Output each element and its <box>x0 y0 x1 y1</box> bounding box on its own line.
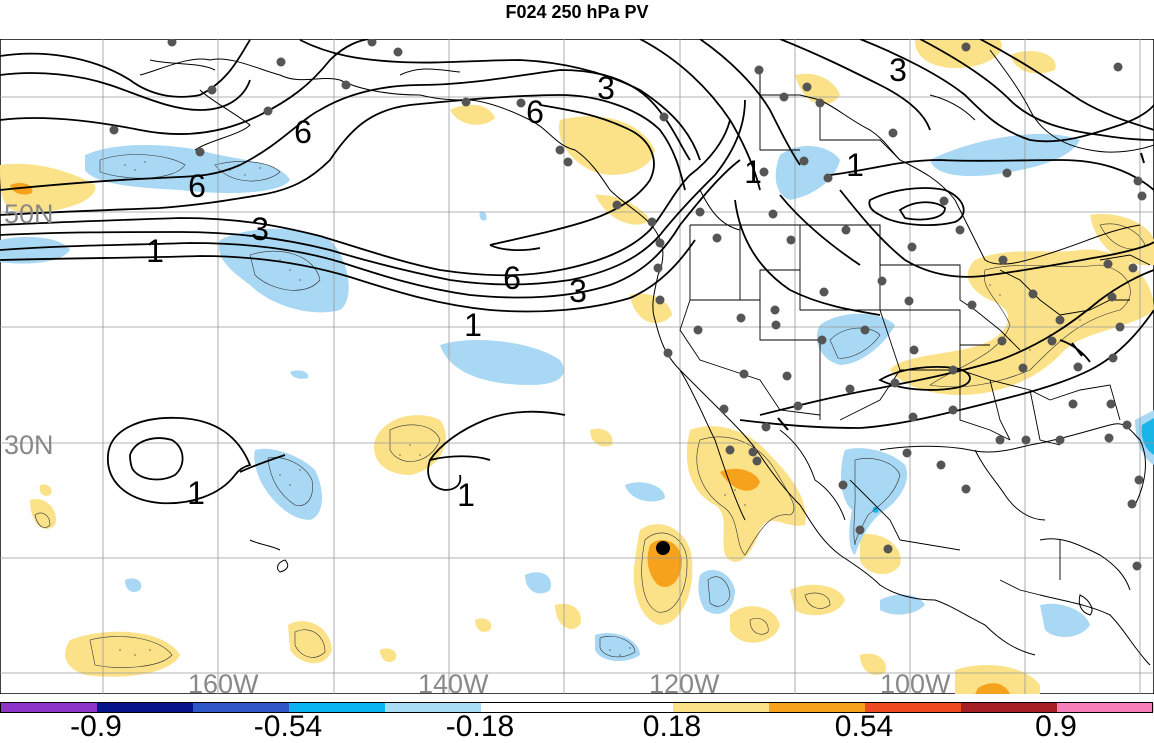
colorbar-label: -0.54 <box>253 710 323 743</box>
colorbar-segment <box>1057 703 1154 712</box>
contour-label: 3 <box>569 273 587 309</box>
contour-label: 1 <box>457 477 475 513</box>
pv-contours <box>0 39 1154 505</box>
map-axis-labels: 50N 30N 160W 140W 120W 100W <box>4 199 951 694</box>
colorbar-segment <box>577 703 674 712</box>
colorbar-segment <box>481 703 578 712</box>
contour-label: 6 <box>503 260 521 296</box>
region-outlines <box>34 154 1146 668</box>
contour-label: 1 <box>846 147 864 183</box>
contour-label: 6 <box>294 114 312 150</box>
colorbar-label: -0.9 <box>70 710 122 743</box>
negative-pv-regions <box>0 133 1154 662</box>
lon-label-140w: 140W <box>418 669 489 694</box>
colorbar-segment <box>865 703 962 712</box>
contour-label: 1 <box>464 307 482 343</box>
colorbar-segment <box>289 703 386 712</box>
strong-positive-pv-regions <box>10 182 1010 694</box>
contour-labels: 6 6 3 1 3 6 3 1 1 1 3 6 1 1 <box>146 52 907 513</box>
contour-label: 6 <box>526 94 544 130</box>
colorbar-segment <box>385 703 482 712</box>
lon-label-120w: 120W <box>649 669 720 694</box>
contour-label: 3 <box>597 70 615 106</box>
contour-label: 3 <box>889 52 907 88</box>
lat-label-30n: 30N <box>4 430 54 460</box>
chart-title: F024 250 hPa PV <box>505 2 649 22</box>
contour-label: 6 <box>188 168 206 204</box>
storm-center-marker <box>656 541 670 555</box>
contour-label: 1 <box>187 475 205 511</box>
station-markers <box>109 39 1147 571</box>
colorbar-segment <box>1 703 98 712</box>
colorbar-label: 0.9 <box>1035 710 1077 743</box>
colorbar-label: 0.18 <box>642 710 702 743</box>
contour-label: 3 <box>251 211 269 247</box>
lat-label-50n: 50N <box>4 199 54 229</box>
colorbar-segment <box>961 703 1058 712</box>
lon-label-160w: 160W <box>188 669 259 694</box>
positive-pv-regions <box>0 40 1154 694</box>
colorbar-segment <box>769 703 866 712</box>
contour-label: 1 <box>146 233 164 269</box>
lon-label-100w: 100W <box>880 669 951 694</box>
colorbar-segment <box>97 703 194 712</box>
colorbar-label: -0.18 <box>445 710 515 743</box>
pv-map: 6 6 3 1 3 6 3 1 1 1 3 6 1 1 <box>0 39 1154 694</box>
contour-tick-marks <box>777 152 1145 431</box>
strong-negative-pv-regions <box>872 418 1154 513</box>
coastlines <box>139 49 1154 666</box>
colorbar-segment <box>193 703 290 712</box>
contour-label: 1 <box>744 154 762 190</box>
colorbar-label: 0.54 <box>834 710 894 743</box>
colorbar <box>0 702 1154 713</box>
colorbar-segment <box>673 703 770 712</box>
